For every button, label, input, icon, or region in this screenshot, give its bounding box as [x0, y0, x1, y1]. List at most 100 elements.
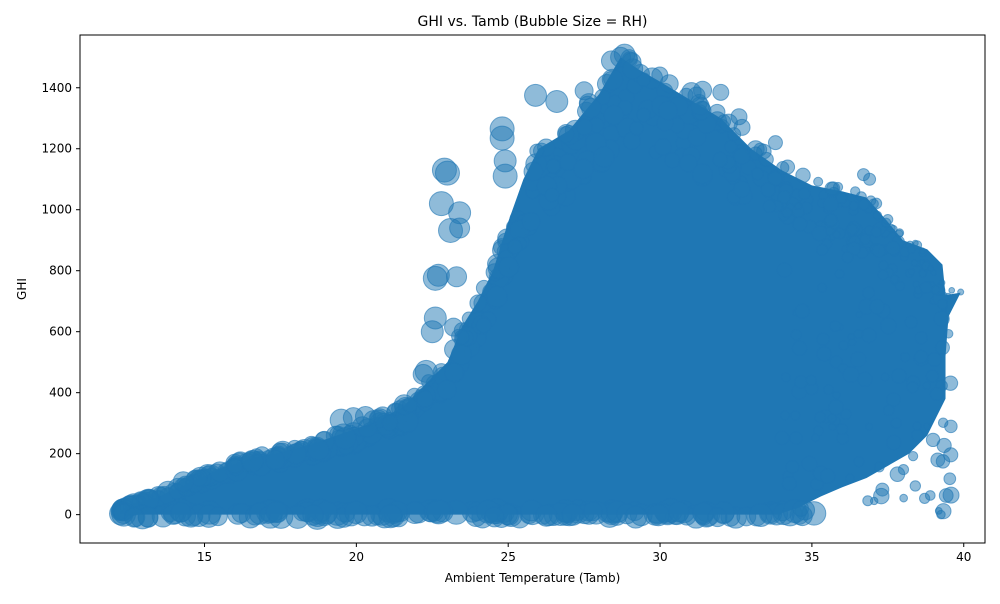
scatter-point	[712, 151, 728, 168]
scatter-point	[733, 147, 751, 165]
scatter-point	[691, 163, 713, 185]
scatter-outlier-point	[444, 317, 464, 337]
scatter-point	[841, 251, 854, 264]
x-tick-label: 20	[349, 550, 364, 564]
scatter-point	[838, 340, 849, 351]
x-tick-label: 30	[652, 550, 667, 564]
scatter-point	[861, 327, 877, 344]
scatter-point	[944, 419, 958, 434]
scatter-outlier-point	[545, 89, 569, 113]
scatter-point	[889, 466, 906, 482]
scatter-point	[873, 487, 890, 505]
scatter-point	[906, 245, 916, 254]
scatter-point	[906, 381, 919, 394]
scatter-point	[265, 501, 288, 523]
scatter-point	[850, 351, 867, 368]
y-tick-label: 1200	[41, 142, 72, 156]
scatter-point	[724, 140, 738, 154]
scatter-point	[885, 240, 901, 256]
scatter-point	[832, 390, 841, 400]
scatter-point	[943, 472, 957, 486]
scatter-point	[664, 152, 681, 169]
scatter-point	[748, 503, 773, 527]
scatter-outlier-point	[446, 266, 468, 288]
scatter-point	[679, 154, 698, 173]
scatter-point	[910, 259, 919, 267]
scatter-point	[791, 340, 808, 356]
scatter-point	[828, 399, 844, 416]
y-tick-label: 600	[49, 325, 72, 339]
scatter-point	[822, 196, 839, 213]
scatter-point	[523, 161, 544, 182]
scatter-point	[123, 507, 145, 528]
scatter-point	[226, 457, 244, 474]
scatter-point	[475, 317, 492, 334]
scatter-point	[762, 199, 777, 214]
scatter-point	[785, 460, 800, 474]
scatter-point	[416, 390, 434, 408]
scatter-point	[561, 503, 584, 526]
scatter-point	[265, 449, 286, 470]
scatter-point	[583, 501, 603, 522]
x-tick-label: 35	[804, 550, 819, 564]
scatter-point	[877, 269, 889, 281]
scatter-point	[919, 247, 926, 255]
scatter-point	[922, 381, 932, 390]
scatter-point	[899, 493, 908, 503]
scatter-point	[829, 320, 842, 332]
scatter-point	[208, 506, 228, 527]
scatter-point	[857, 371, 873, 387]
scatter-point	[241, 449, 264, 473]
scatter-point	[933, 310, 950, 327]
scatter-point	[507, 239, 523, 255]
scatter-point	[853, 329, 864, 339]
scatter-outlier-point	[492, 163, 518, 189]
scatter-outlier-point	[622, 58, 644, 80]
scatter-outlier-point	[863, 172, 877, 186]
scatter-point	[707, 507, 728, 528]
scatter-outlier-point	[420, 320, 444, 344]
scatter-point	[425, 499, 451, 525]
scatter-point	[855, 311, 863, 319]
y-tick-label: 1400	[41, 81, 72, 95]
scatter-point	[929, 387, 944, 401]
scatter-point	[790, 329, 802, 341]
scatter-point	[780, 372, 791, 383]
y-axis: 0 200 400 600 800 1000 1200 1400	[41, 81, 80, 522]
scatter-point	[930, 285, 941, 295]
scatter-point	[378, 504, 403, 529]
scatter-point	[545, 158, 561, 174]
y-tick-label: 0	[64, 508, 72, 522]
scatter-point	[937, 298, 948, 310]
scatter-point	[436, 379, 457, 400]
scatter-point	[792, 500, 809, 517]
scatter-point	[624, 505, 648, 529]
scatter-point	[883, 404, 895, 416]
scatter-point	[872, 210, 883, 221]
scatter-point	[927, 265, 934, 272]
scatter-point	[850, 186, 861, 197]
scatter-point	[848, 338, 857, 347]
scatter-point	[381, 414, 399, 432]
scatter-point	[733, 180, 751, 198]
scatter-point	[593, 146, 615, 168]
scatter-point	[794, 303, 810, 319]
scatter-outlier-point	[354, 405, 376, 427]
scatter-point	[486, 285, 508, 308]
scatter-outlier-point	[767, 135, 783, 151]
y-tick-label: 1000	[41, 203, 72, 217]
scatter-point	[544, 187, 560, 203]
scatter-point	[776, 262, 793, 278]
scatter-point	[811, 225, 828, 242]
scatter-point	[891, 368, 907, 384]
scatter-point	[654, 138, 672, 156]
x-tick-label: 25	[501, 550, 516, 564]
scatter-point	[923, 422, 931, 431]
scatter-point	[869, 298, 885, 315]
scatter-point	[845, 473, 855, 484]
scatter-point	[469, 294, 487, 312]
scatter-point	[904, 315, 918, 329]
scatter-point	[450, 344, 473, 366]
scatter-outlier-point	[434, 160, 460, 186]
